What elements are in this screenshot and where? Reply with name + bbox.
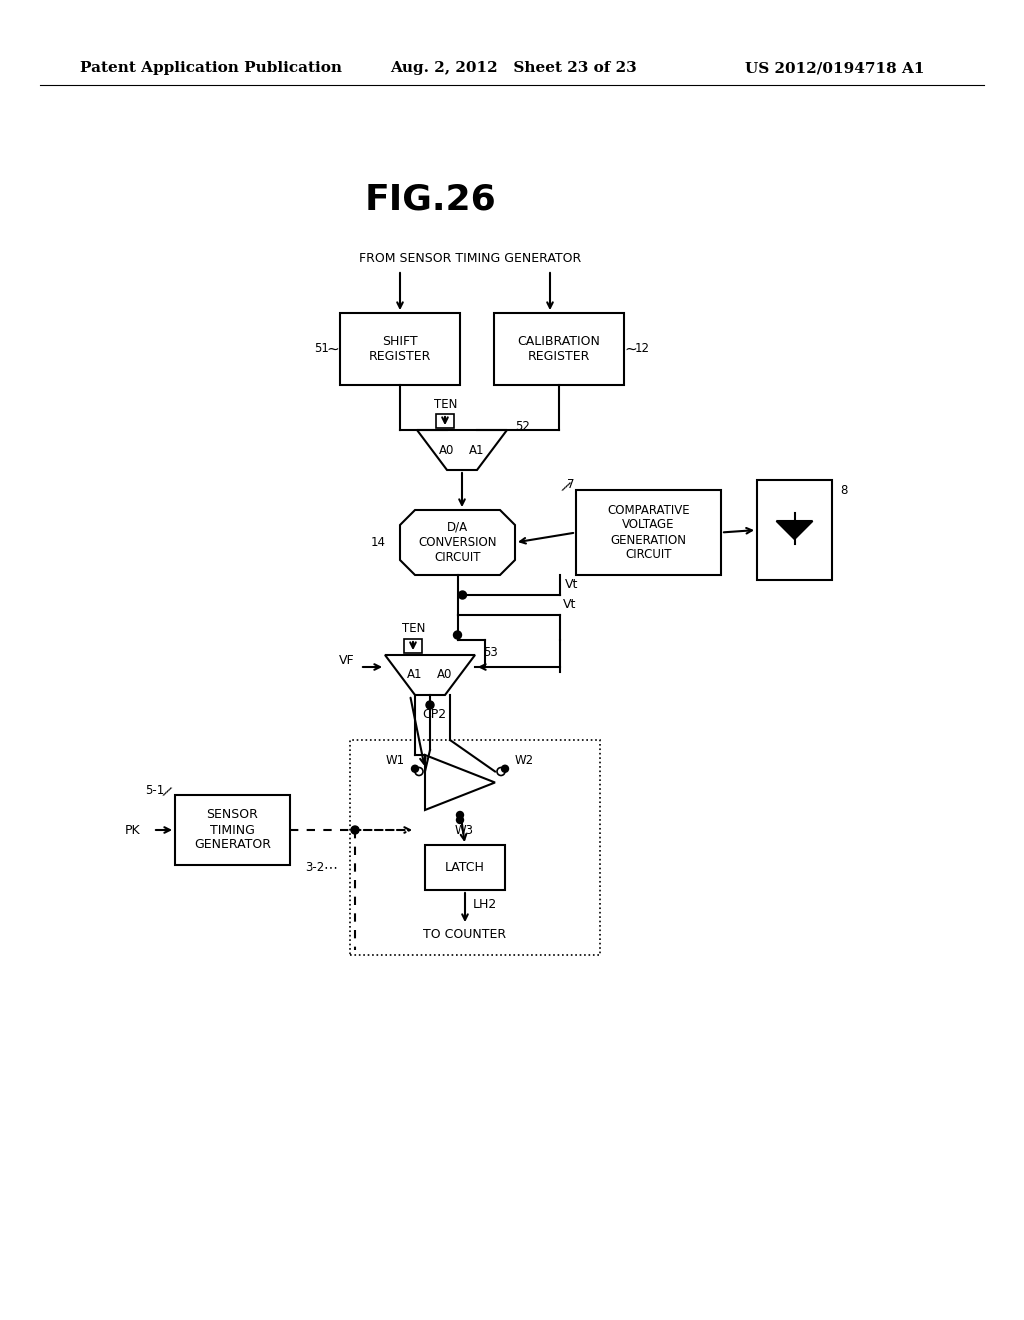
Text: ∕: ∕ — [560, 479, 571, 494]
Polygon shape — [776, 521, 812, 539]
FancyBboxPatch shape — [757, 480, 831, 579]
FancyBboxPatch shape — [340, 313, 460, 385]
Text: FROM SENSOR TIMING GENERATOR: FROM SENSOR TIMING GENERATOR — [358, 252, 582, 264]
Text: A0: A0 — [439, 444, 455, 457]
Text: 14: 14 — [371, 536, 385, 549]
Text: Aug. 2, 2012   Sheet 23 of 23: Aug. 2, 2012 Sheet 23 of 23 — [390, 61, 637, 75]
FancyBboxPatch shape — [575, 490, 721, 576]
Text: LH2: LH2 — [473, 899, 498, 912]
Text: A1: A1 — [408, 668, 423, 681]
Circle shape — [457, 812, 464, 818]
FancyBboxPatch shape — [425, 845, 505, 890]
Text: TO COUNTER: TO COUNTER — [424, 928, 507, 941]
Text: ⋯: ⋯ — [323, 861, 337, 874]
FancyBboxPatch shape — [494, 313, 624, 385]
Text: 51: 51 — [314, 342, 330, 355]
Text: US 2012/0194718 A1: US 2012/0194718 A1 — [745, 61, 925, 75]
Text: 3-2: 3-2 — [305, 861, 325, 874]
Text: SHIFT
REGISTER: SHIFT REGISTER — [369, 335, 431, 363]
Circle shape — [454, 631, 462, 639]
Text: D/A
CONVERSION
CIRCUIT: D/A CONVERSION CIRCUIT — [418, 521, 497, 564]
Text: 52: 52 — [515, 421, 529, 433]
Text: Patent Application Publication: Patent Application Publication — [80, 61, 342, 75]
Circle shape — [412, 766, 419, 772]
Text: W1: W1 — [386, 754, 406, 767]
Text: LATCH: LATCH — [445, 861, 485, 874]
FancyBboxPatch shape — [436, 414, 454, 428]
Text: CALIBRATION
REGISTER: CALIBRATION REGISTER — [517, 335, 600, 363]
Text: TEN: TEN — [402, 623, 426, 635]
Circle shape — [459, 591, 467, 599]
Text: FIG.26: FIG.26 — [365, 183, 496, 216]
Text: CP2: CP2 — [422, 709, 446, 722]
Polygon shape — [425, 755, 495, 810]
Text: TEN: TEN — [434, 397, 458, 411]
Text: ∼: ∼ — [625, 342, 637, 356]
Circle shape — [502, 766, 509, 772]
Text: 12: 12 — [635, 342, 649, 355]
Polygon shape — [417, 430, 507, 470]
Circle shape — [426, 701, 434, 709]
Text: ∕: ∕ — [162, 785, 172, 799]
Polygon shape — [385, 655, 475, 696]
Text: ∼: ∼ — [327, 342, 339, 356]
Text: 7: 7 — [567, 479, 574, 491]
Polygon shape — [400, 510, 515, 576]
Circle shape — [457, 817, 464, 824]
Text: COMPARATIVE
VOLTAGE
GENERATION
CIRCUIT: COMPARATIVE VOLTAGE GENERATION CIRCUIT — [607, 503, 690, 561]
Text: 53: 53 — [483, 645, 498, 659]
Text: A1: A1 — [469, 444, 484, 457]
Circle shape — [415, 767, 423, 776]
FancyBboxPatch shape — [404, 639, 422, 653]
Text: 5-1: 5-1 — [145, 784, 165, 796]
Text: PK: PK — [124, 824, 140, 837]
FancyBboxPatch shape — [175, 795, 290, 865]
Text: W2: W2 — [515, 754, 535, 767]
Text: Vt: Vt — [563, 598, 577, 611]
Circle shape — [351, 826, 359, 834]
Text: 8: 8 — [840, 483, 848, 496]
FancyBboxPatch shape — [350, 741, 600, 954]
Text: W3: W3 — [455, 824, 474, 837]
Text: VF: VF — [339, 653, 355, 667]
Text: SENSOR
TIMING
GENERATOR: SENSOR TIMING GENERATOR — [194, 808, 271, 851]
Text: A0: A0 — [437, 668, 453, 681]
Text: Vt: Vt — [565, 578, 579, 591]
Circle shape — [497, 767, 505, 776]
